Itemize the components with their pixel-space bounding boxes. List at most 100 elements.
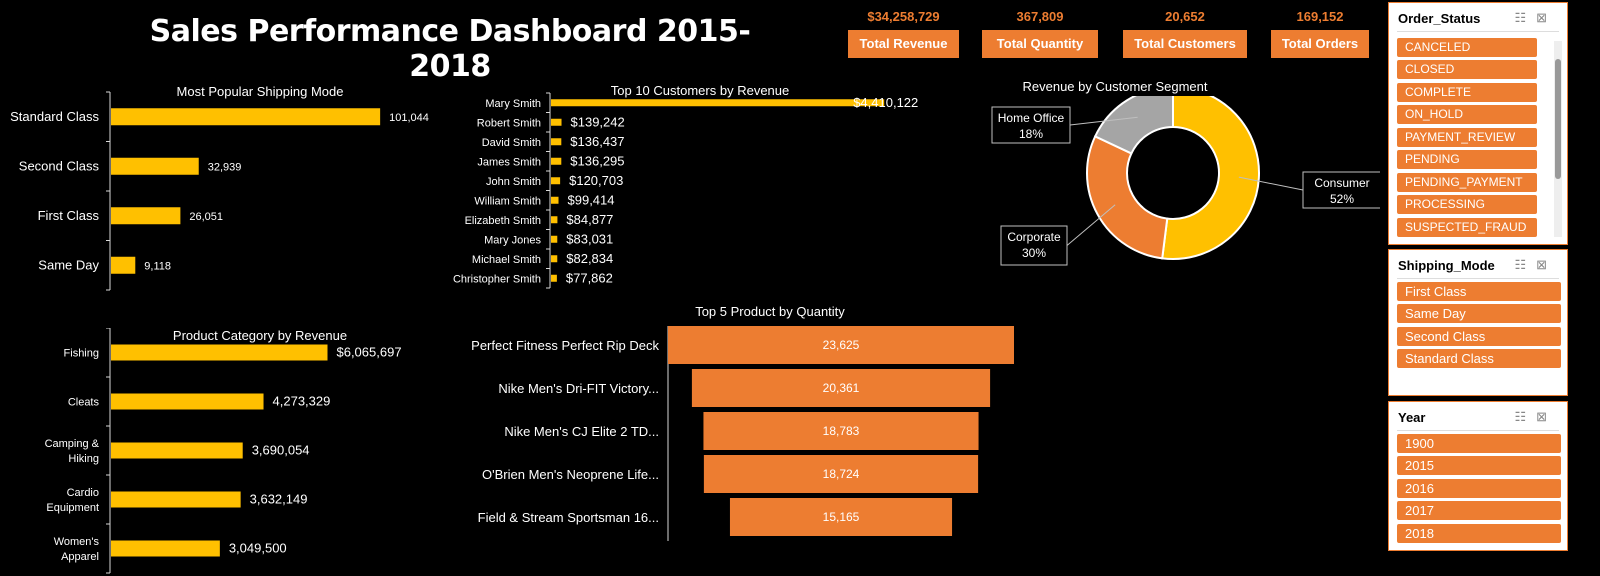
data-label: 3,632,149 [250,492,308,507]
slicer-item[interactable]: 1900 [1397,434,1561,453]
donut-slice [1093,96,1174,155]
slicer-item[interactable]: CANCELED [1397,38,1537,57]
kpi-value: 367,809 [1016,9,1064,24]
multi-select-icon[interactable]: ☷ [1514,257,1537,272]
slicer-item[interactable]: ON_HOLD [1397,105,1537,124]
data-label-box [991,106,1071,144]
data-label: $4,410,122 [853,95,918,110]
chart-title-product-category: Product Category by Revenue [172,328,348,343]
slicer-shipping-mode[interactable]: Shipping_Mode ☷⊠ First Class Same Day Se… [1388,249,1568,396]
data-label: $82,834 [566,251,613,266]
bar [111,256,136,274]
bar [111,108,381,126]
category-label: Cardio Equipment [46,487,99,514]
slicer-item[interactable]: 2018 [1397,524,1561,543]
category-label: Michael Smith [472,254,541,266]
category-label: Same Day [38,257,99,272]
slicer-item[interactable]: PENDING_PAYMENT [1397,173,1537,192]
bar [111,540,220,557]
data-label: 3,049,500 [229,541,287,556]
chart-title-top-products: Top 5 Product by Quantity [695,304,845,319]
slicer-order-status[interactable]: Order_Status ☷⊠ CANCELED CLOSED COMPLETE… [1388,2,1568,245]
bar [551,274,557,282]
bar [551,138,562,146]
data-label: 23,625 [823,338,860,352]
leader-line [1066,204,1116,246]
slicer-item[interactable]: PENDING [1397,150,1537,169]
slicer-item[interactable]: First Class [1397,282,1561,301]
top-products-chart: 23,625 Perfect Fitness Perfect Rip Deck 20… [471,326,1014,541]
slicer-item[interactable]: Standard Class [1397,349,1561,368]
data-label: 26,051 [189,211,223,223]
category-label: O'Brien Men's Neoprene Life... [482,467,659,482]
category-label: David Smith [482,137,541,149]
slicer-item[interactable]: PAYMENT_REVIEW [1397,128,1537,147]
data-label: 9,118 [144,260,171,272]
data-label: 18,783 [823,424,860,438]
multi-select-icon[interactable]: ☷ [1514,10,1537,25]
slicer-item[interactable]: Second Class [1397,327,1561,346]
slicer-item[interactable]: SUSPECTED_FRAUD [1397,218,1537,237]
data-label: $136,437 [570,134,624,149]
data-label: $83,031 [566,231,613,246]
bar [551,177,561,185]
multi-select-icon[interactable]: ☷ [1514,409,1537,424]
bar [111,393,264,410]
category-label: James Smith [477,156,541,168]
bar [111,344,328,361]
clear-filter-icon[interactable]: ⊠ [1536,257,1557,272]
bar [551,157,562,165]
clear-filter-icon[interactable]: ⊠ [1536,10,1557,25]
category-label: Elizabeth Smith [465,215,541,227]
slicer-item[interactable]: CLOSED [1397,60,1537,79]
leader-line [1238,176,1304,191]
bar [551,99,885,107]
kpi-value: $34,258,729 [867,9,940,24]
leader-line [1069,116,1138,126]
category-label: Nike Men's Dri-FIT Victory... [498,381,659,396]
donut-slice [1161,96,1260,260]
category-label: Mary Jones [484,234,541,246]
slicer-scrollbar[interactable] [1554,41,1562,237]
category-label: Field & Stream Sportsman 16... [478,510,659,525]
slicer-year[interactable]: Year ☷⊠ 1900 2015 2016 2017 2018 [1388,401,1568,551]
slicer-item[interactable]: 2016 [1397,479,1561,498]
data-label: 20,361 [823,381,860,395]
category-label: Mary Smith [485,98,541,110]
slicer-item[interactable]: COMPLETE [1397,83,1537,102]
kpi-label: Total Customers [1123,30,1247,58]
data-label: $84,877 [566,212,613,227]
funnel-bar [703,412,979,450]
customer-segment-chart: Consumer 52% Corporate 30% Home Office 18% [991,96,1380,266]
chart-title-top-customers: Top 10 Customers by Revenue [610,83,790,98]
slicer-item[interactable]: PROCESSING [1397,195,1537,214]
slicer-item[interactable]: Same Day [1397,304,1561,323]
segment-percent: 30% [1022,246,1046,260]
bar [551,216,558,224]
kpi-value: 20,652 [1165,9,1205,24]
category-label: First Class [38,208,100,223]
data-label: 18,724 [823,467,860,481]
bar [551,118,562,126]
category-label: Second Class [19,158,100,173]
slicer-title: Shipping_Mode [1398,258,1495,273]
segment-name: Consumer [1314,176,1369,190]
data-label-box [1000,225,1068,266]
kpi-label: Total Orders [1271,30,1369,58]
kpi-total-quantity: 367,809 Total Quantity [982,9,1098,58]
data-label: $6,065,697 [336,345,401,360]
clear-filter-icon[interactable]: ⊠ [1536,409,1557,424]
data-label: $136,295 [570,153,624,168]
slicer-item[interactable]: 2015 [1397,456,1561,475]
data-label: 4,273,329 [273,394,331,409]
kpi-label: Total Quantity [982,30,1098,58]
segment-name: Corporate [1007,230,1061,244]
dashboard-title: Sales Performance Dashboard 2015-2018 [149,14,751,84]
kpi-total-orders: 169,152 Total Orders [1271,9,1369,58]
slicer-item[interactable]: 2017 [1397,501,1561,520]
bar [551,196,559,204]
scrollbar-thumb[interactable] [1555,59,1561,179]
data-label: $99,414 [568,192,615,207]
data-label-box [1302,171,1380,209]
bar [551,235,558,243]
